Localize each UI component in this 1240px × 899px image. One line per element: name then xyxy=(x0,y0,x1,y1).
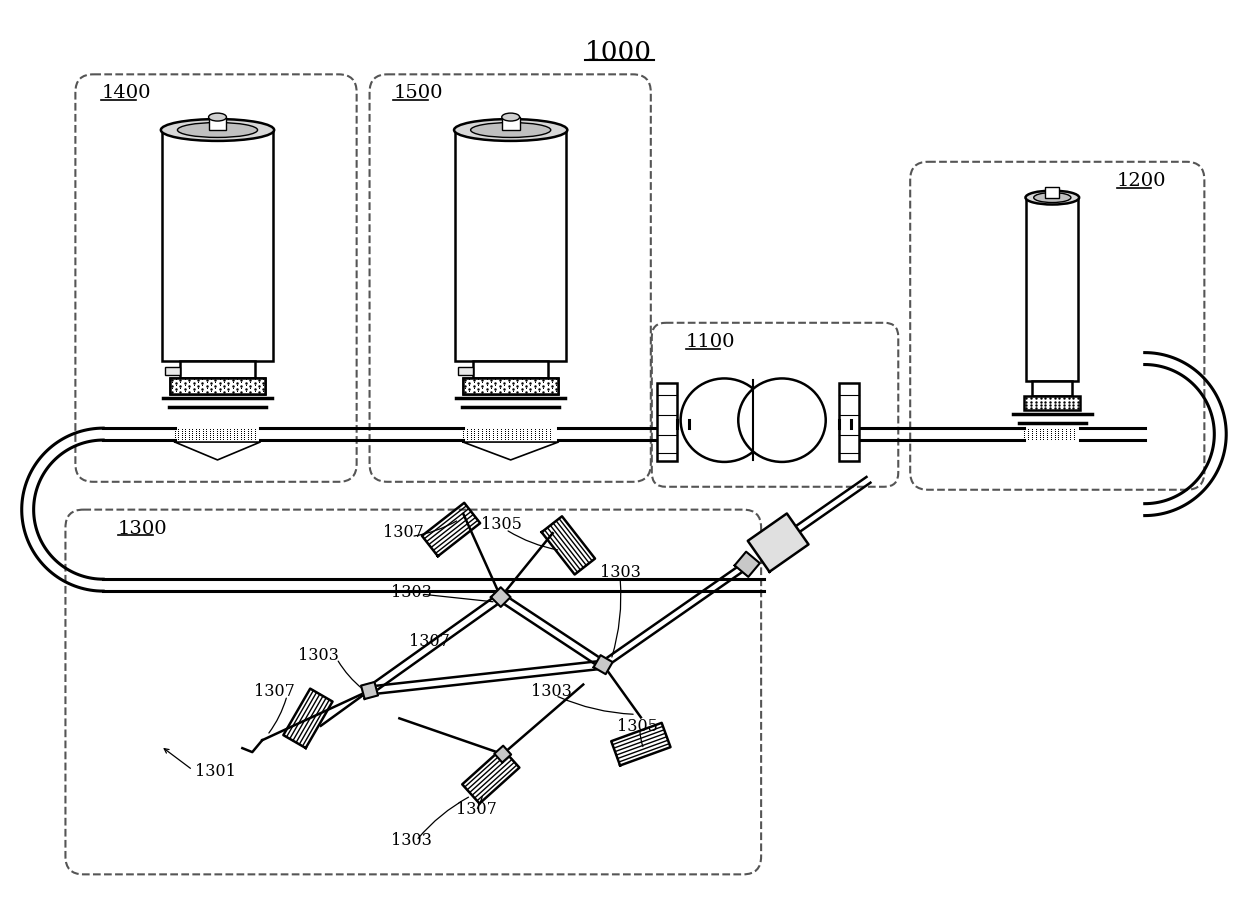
Text: 1305: 1305 xyxy=(481,516,522,533)
Bar xyxy=(472,360,548,378)
Text: 1300: 1300 xyxy=(118,520,167,538)
Polygon shape xyxy=(734,552,760,577)
Text: 1500: 1500 xyxy=(393,85,443,102)
Text: 1303: 1303 xyxy=(298,647,339,664)
Ellipse shape xyxy=(738,378,826,462)
Text: 1307: 1307 xyxy=(254,683,295,700)
Bar xyxy=(1045,187,1059,198)
Polygon shape xyxy=(594,655,613,674)
Bar xyxy=(502,117,520,130)
Bar xyxy=(463,378,558,395)
Bar xyxy=(458,367,472,376)
Bar xyxy=(162,130,273,360)
Text: 1307: 1307 xyxy=(383,524,424,541)
Bar xyxy=(1027,198,1078,381)
Ellipse shape xyxy=(161,119,274,141)
Ellipse shape xyxy=(1025,191,1079,205)
Text: 1303: 1303 xyxy=(600,564,641,581)
Polygon shape xyxy=(361,682,378,699)
Polygon shape xyxy=(491,587,511,607)
Text: 1200: 1200 xyxy=(1117,172,1167,190)
Bar xyxy=(170,378,265,395)
Ellipse shape xyxy=(177,122,258,138)
Bar xyxy=(657,383,677,461)
Bar xyxy=(838,383,858,461)
Bar xyxy=(180,360,255,378)
Text: 1301: 1301 xyxy=(195,762,236,779)
Ellipse shape xyxy=(208,113,227,121)
Bar xyxy=(463,378,558,395)
Bar xyxy=(165,367,180,376)
Text: 1307: 1307 xyxy=(456,801,497,818)
Text: 1303: 1303 xyxy=(392,583,433,601)
Polygon shape xyxy=(748,513,808,572)
Text: 1400: 1400 xyxy=(102,85,151,102)
Bar xyxy=(208,117,227,130)
Ellipse shape xyxy=(454,119,568,141)
Ellipse shape xyxy=(681,378,768,462)
Polygon shape xyxy=(495,745,511,762)
Text: 1100: 1100 xyxy=(686,333,735,351)
Bar xyxy=(1024,396,1080,410)
Ellipse shape xyxy=(1034,192,1071,202)
Text: 1307: 1307 xyxy=(409,633,450,650)
Text: 1303: 1303 xyxy=(392,832,433,849)
Bar xyxy=(170,378,265,395)
Bar xyxy=(455,130,567,360)
Bar xyxy=(1033,381,1073,396)
Text: 1000: 1000 xyxy=(584,40,651,65)
Text: 1305: 1305 xyxy=(618,717,658,734)
Ellipse shape xyxy=(502,113,520,121)
Text: 1303: 1303 xyxy=(531,683,572,700)
Ellipse shape xyxy=(471,122,551,138)
